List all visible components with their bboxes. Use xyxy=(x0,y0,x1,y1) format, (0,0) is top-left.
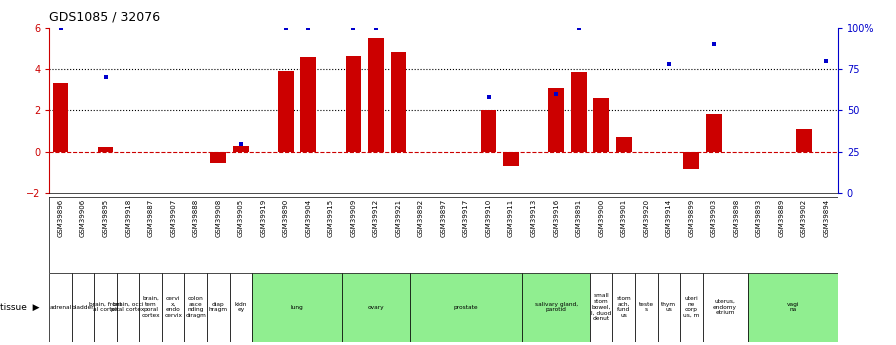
Text: GSM39890: GSM39890 xyxy=(283,199,289,237)
Bar xyxy=(522,273,590,342)
Text: stom
ach,
fund
us: stom ach, fund us xyxy=(616,296,631,318)
Text: GSM39914: GSM39914 xyxy=(666,199,672,237)
Text: GSM39916: GSM39916 xyxy=(553,199,559,237)
Bar xyxy=(185,273,207,342)
Text: GSM39913: GSM39913 xyxy=(530,199,537,237)
Text: small
stom
bowel,
l, duod
denut: small stom bowel, l, duod denut xyxy=(591,293,611,321)
Text: GSM39891: GSM39891 xyxy=(576,199,582,237)
Text: GSM39889: GSM39889 xyxy=(779,199,784,237)
Text: lung: lung xyxy=(290,305,304,309)
Bar xyxy=(504,152,519,166)
Bar xyxy=(702,273,747,342)
Text: GSM39887: GSM39887 xyxy=(148,199,153,237)
Bar xyxy=(706,114,722,152)
Bar xyxy=(409,273,522,342)
Text: bladder: bladder xyxy=(72,305,94,309)
Text: GSM39921: GSM39921 xyxy=(395,199,401,237)
Bar xyxy=(590,273,613,342)
Bar xyxy=(368,38,383,152)
Bar xyxy=(571,72,587,152)
Bar xyxy=(49,273,72,342)
Bar xyxy=(140,273,162,342)
Text: vagi
na: vagi na xyxy=(787,302,799,313)
Bar xyxy=(229,273,252,342)
Text: diap
hragm: diap hragm xyxy=(209,302,228,313)
Bar xyxy=(747,273,838,342)
Bar xyxy=(233,146,249,152)
Text: GSM39893: GSM39893 xyxy=(756,199,762,237)
Text: prostate: prostate xyxy=(453,305,478,309)
Bar xyxy=(635,273,658,342)
Text: GSM39902: GSM39902 xyxy=(801,199,807,237)
Bar xyxy=(684,152,699,169)
Text: tissue  ▶: tissue ▶ xyxy=(0,303,39,312)
Bar xyxy=(342,273,409,342)
Bar xyxy=(480,110,496,152)
Text: uterus,
endomy
etrium: uterus, endomy etrium xyxy=(713,299,737,315)
Text: GSM39888: GSM39888 xyxy=(193,199,199,237)
Text: GSM39903: GSM39903 xyxy=(711,199,717,237)
Text: GSM39910: GSM39910 xyxy=(486,199,492,237)
Text: ovary: ovary xyxy=(367,305,384,309)
Text: GSM39892: GSM39892 xyxy=(418,199,424,237)
Text: GSM39898: GSM39898 xyxy=(734,199,739,237)
Text: GSM39908: GSM39908 xyxy=(215,199,221,237)
Text: GDS1085 / 32076: GDS1085 / 32076 xyxy=(49,10,160,23)
Text: uteri
ne
corp
us, m: uteri ne corp us, m xyxy=(683,296,700,318)
Text: GSM39906: GSM39906 xyxy=(80,199,86,237)
Text: GSM39912: GSM39912 xyxy=(373,199,379,237)
Text: GSM39900: GSM39900 xyxy=(599,199,604,237)
Bar xyxy=(278,71,294,152)
Text: brain, occi
pital cortex: brain, occi pital cortex xyxy=(111,302,145,313)
Text: colon
asce
nding
diragm: colon asce nding diragm xyxy=(185,296,206,318)
Bar xyxy=(72,273,94,342)
Text: thym
us: thym us xyxy=(661,302,676,313)
Bar xyxy=(796,129,812,152)
Text: salivary gland,
parotid: salivary gland, parotid xyxy=(535,302,578,313)
Text: GSM39918: GSM39918 xyxy=(125,199,131,237)
Bar xyxy=(162,273,185,342)
Bar xyxy=(616,137,632,152)
Text: GSM39909: GSM39909 xyxy=(350,199,357,237)
Text: GSM39905: GSM39905 xyxy=(237,199,244,237)
Text: GSM39917: GSM39917 xyxy=(463,199,469,237)
Text: brain,
tem
poral
cortex: brain, tem poral cortex xyxy=(142,296,160,318)
Text: GSM39919: GSM39919 xyxy=(261,199,266,237)
Bar xyxy=(680,273,702,342)
Text: cervi
x,
endo
cervix: cervi x, endo cervix xyxy=(164,296,182,318)
Bar xyxy=(300,57,316,152)
Text: GSM39897: GSM39897 xyxy=(441,199,446,237)
Bar xyxy=(98,147,114,152)
Bar xyxy=(391,52,407,152)
Text: teste
s: teste s xyxy=(639,302,654,313)
Bar xyxy=(548,88,564,152)
Text: GSM39894: GSM39894 xyxy=(823,199,830,237)
Text: GSM39901: GSM39901 xyxy=(621,199,626,237)
Bar xyxy=(252,273,342,342)
Text: adrenal: adrenal xyxy=(49,305,72,309)
Text: GSM39899: GSM39899 xyxy=(688,199,694,237)
Bar xyxy=(53,83,68,152)
Text: GSM39907: GSM39907 xyxy=(170,199,177,237)
Bar xyxy=(207,273,229,342)
Bar xyxy=(211,152,226,163)
Bar xyxy=(346,56,361,152)
Text: GSM39895: GSM39895 xyxy=(103,199,108,237)
Text: GSM39915: GSM39915 xyxy=(328,199,334,237)
Text: GSM39896: GSM39896 xyxy=(57,199,64,237)
Text: kidn
ey: kidn ey xyxy=(235,302,247,313)
Bar xyxy=(116,273,140,342)
Bar xyxy=(658,273,680,342)
Bar xyxy=(593,98,609,152)
Bar xyxy=(94,273,116,342)
Text: GSM39904: GSM39904 xyxy=(306,199,311,237)
Text: GSM39920: GSM39920 xyxy=(643,199,650,237)
Text: GSM39911: GSM39911 xyxy=(508,199,514,237)
Bar xyxy=(613,273,635,342)
Text: brain, front
al cortex: brain, front al cortex xyxy=(90,302,122,313)
